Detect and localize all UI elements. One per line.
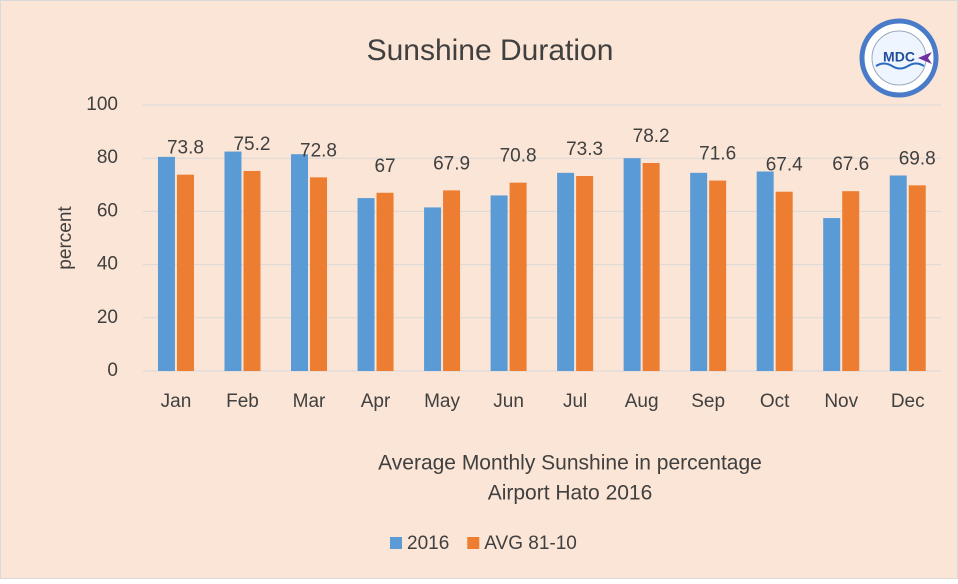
bar xyxy=(775,191,793,371)
bar xyxy=(842,191,860,371)
logo: MDC xyxy=(859,18,939,98)
data-label: 71.6 xyxy=(699,144,736,165)
bar xyxy=(376,192,394,371)
data-label: 72.8 xyxy=(300,140,337,161)
bar xyxy=(623,158,641,371)
bar xyxy=(709,180,727,371)
chart-title: Sunshine Duration xyxy=(367,34,614,67)
y-tick-label: 20 xyxy=(97,307,118,328)
bar xyxy=(490,195,508,371)
data-label: 78.2 xyxy=(633,126,670,147)
bar xyxy=(443,190,461,371)
y-tick-label: 0 xyxy=(107,360,118,381)
bar xyxy=(642,162,660,371)
bar xyxy=(157,156,175,371)
y-axis-label: percent xyxy=(55,206,76,270)
x-tick-label: Jan xyxy=(161,391,192,412)
data-label: 67.4 xyxy=(766,155,803,176)
legend-label: AVG 81-10 xyxy=(484,533,577,554)
x-tick-label: Feb xyxy=(226,391,259,412)
data-label: 70.8 xyxy=(500,146,537,167)
legend-swatch xyxy=(467,537,480,549)
y-tick-label: 40 xyxy=(97,254,118,275)
logo-arrow xyxy=(918,52,932,64)
bar xyxy=(509,182,527,371)
bar xyxy=(424,207,442,371)
x-tick-label: Apr xyxy=(361,391,391,412)
x-tick-label: Dec xyxy=(891,391,925,412)
bar xyxy=(557,172,575,371)
bar xyxy=(291,154,309,371)
logo-wave xyxy=(875,62,925,70)
data-label: 67.9 xyxy=(433,153,470,174)
legend-swatch xyxy=(390,537,402,549)
y-tick-label: 60 xyxy=(97,200,118,221)
x-tick-label: Sep xyxy=(691,391,725,412)
x-tick-label: Oct xyxy=(760,391,790,412)
bar xyxy=(576,176,594,371)
bar xyxy=(243,170,261,371)
y-tick-label: 80 xyxy=(97,147,118,168)
x-tick-label: May xyxy=(424,391,460,412)
x-tick-label: Nov xyxy=(824,391,858,412)
x-tick-label: Aug xyxy=(625,391,659,412)
bar xyxy=(823,218,841,371)
data-label: 69.8 xyxy=(899,148,936,169)
data-label: 75.2 xyxy=(233,134,270,155)
bar xyxy=(224,151,242,371)
data-label: 73.8 xyxy=(167,138,204,159)
data-label: 67.6 xyxy=(832,154,869,175)
bar xyxy=(310,177,328,371)
bar xyxy=(908,185,926,371)
bar xyxy=(889,175,907,371)
bar xyxy=(756,171,774,371)
legend-label: 2016 xyxy=(407,533,449,554)
data-label: 67 xyxy=(374,156,395,177)
bar xyxy=(176,174,194,371)
data-label: 73.3 xyxy=(566,139,603,160)
x-axis-label: Airport Hato 2016 xyxy=(488,482,653,505)
x-tick-label: Jun xyxy=(493,391,524,412)
x-tick-label: Jul xyxy=(563,391,587,412)
x-tick-label: Mar xyxy=(293,391,326,412)
y-tick-label: 100 xyxy=(86,94,118,115)
x-axis-label: Average Monthly Sunshine in percentage xyxy=(378,452,762,475)
bar xyxy=(690,172,708,371)
logo-text: MDC xyxy=(883,49,915,65)
bar xyxy=(357,198,375,371)
